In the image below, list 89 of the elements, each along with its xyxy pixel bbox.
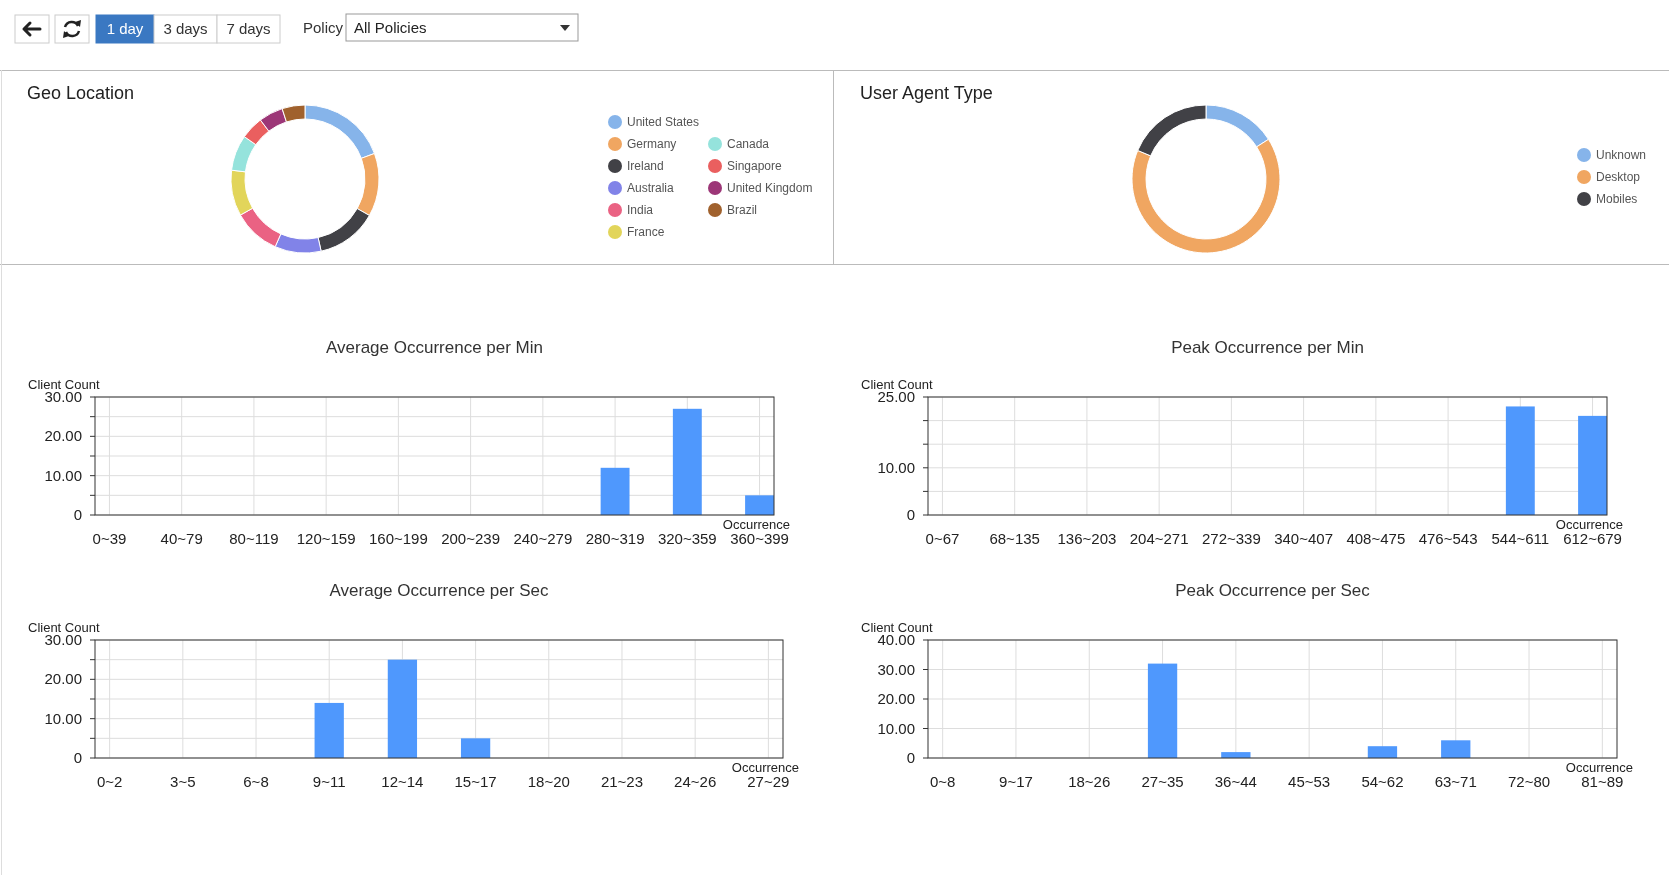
legend-label: Germany [627,137,677,151]
x-tick-label: 9~17 [999,773,1033,790]
bar [600,467,630,515]
x-tick-label: 18~26 [1068,773,1111,790]
y-tick-label: 0 [906,506,915,523]
x-tick-label: 0~8 [929,773,956,790]
x-tick-label: 21~23 [600,773,644,790]
legend-label: Desktop [1596,170,1641,184]
legend-label: Ireland [627,159,664,173]
x-axis-title: Occurrence [731,760,799,775]
x-tick-label: 0~2 [96,773,123,790]
x-tick-label: 320~359 [657,530,717,547]
legend-label: United Kingdom [727,181,813,195]
text: All Policies [354,19,427,36]
x-tick-label: 408~475 [1346,530,1406,547]
bar [387,659,418,758]
chart-title: Average Occurrence per Sec [329,581,549,600]
bar [460,738,491,758]
x-tick-label: 0~67 [925,530,960,547]
legend-label: Unknown [1596,148,1647,162]
y-tick-label: 10.00 [44,709,82,727]
x-tick-label: 15~17 [454,773,497,790]
x-tick-label: 160~199 [368,530,428,547]
x-axis-title: Occurrence [1555,517,1623,532]
x-tick-label: 81~89 [1581,773,1624,790]
x-tick-label: 120~159 [296,530,356,547]
x-tick-label: 240~279 [513,530,573,547]
x-tick-label: 80~119 [229,530,279,547]
x-axis-title: Occurrence [1565,760,1633,775]
bar [1367,746,1398,758]
x-tick-label: 6~8 [243,773,269,790]
x-tick-label: 204~271 [1129,530,1189,547]
text: 1 day [106,20,144,37]
x-tick-label: 200~239 [441,530,501,547]
x-tick-label: 18~20 [527,773,570,790]
bar [745,495,774,515]
chart-title: Peak Occurrence per Sec [1175,581,1371,600]
legend-label: Mobiles [1596,192,1638,206]
x-tick-label: 40~79 [160,530,203,547]
x-tick-label: 27~29 [747,773,790,790]
y-tick-label: 10.00 [877,458,915,476]
legend-label: Singapore [727,159,783,173]
x-tick-label: 72~80 [1507,773,1551,790]
x-tick-label: 360~399 [730,530,789,547]
legend-label: Brazil [727,203,758,217]
bar [1147,663,1178,758]
x-tick-label: 63~71 [1434,773,1477,790]
y-tick-label: 30.00 [877,660,915,678]
legend-label: Australia [627,181,675,195]
x-tick-label: 45~53 [1288,773,1331,790]
x-tick-label: 24~26 [674,773,717,790]
y-tick-label: 10.00 [44,466,82,484]
x-tick-label: 68~135 [989,530,1040,547]
x-tick-label: 12~14 [381,773,424,790]
x-tick-label: 9~11 [312,773,346,790]
y-tick-label: 0 [906,749,915,766]
text: 3 days [163,20,208,37]
y-tick-label: 20.00 [44,427,82,445]
x-tick-label: 36~44 [1214,773,1257,790]
x-tick-label: 3~5 [170,773,196,790]
y-tick-label: 20.00 [877,690,915,707]
x-tick-label: 27~35 [1141,773,1184,790]
legend-label: Canada [727,137,770,151]
x-tick-label: 0~39 [92,530,127,547]
bar [672,408,702,515]
x-tick-label: 54~62 [1361,773,1404,790]
legend-label: France [627,225,665,239]
y-tick-label: 20.00 [44,670,82,688]
x-axis-title: Occurrence [722,517,790,532]
x-tick-label: 544~611 [1491,530,1550,547]
y-tick-label: 0 [73,749,82,766]
legend-label: India [627,203,654,217]
x-tick-label: 136~203 [1057,530,1117,547]
x-tick-label: 340~407 [1274,530,1334,547]
chart-title: Average Occurrence per Min [325,338,544,357]
x-tick-label: 612~679 [1563,530,1622,547]
legend-label: United States [627,115,700,129]
x-tick-label: 280~319 [585,530,645,547]
x-tick-label: 272~339 [1201,530,1261,547]
bar [314,702,344,758]
text: Policy [303,19,344,36]
x-tick-label: 476~543 [1418,530,1478,547]
y-tick-label: 10.00 [877,719,915,737]
bar [1441,740,1471,758]
chart-title: Peak Occurrence per Min [1171,338,1364,357]
text: Geo Location [27,83,135,103]
text: User Agent Type [860,83,993,103]
y-tick-label: 0 [73,506,82,523]
text: 7 days [226,20,271,37]
